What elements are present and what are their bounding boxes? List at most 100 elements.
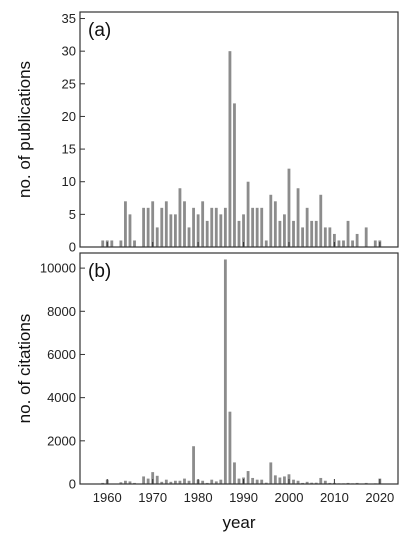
- bar-a-2003: [301, 227, 305, 247]
- bar-a-2010: [332, 233, 336, 247]
- bar-a-2001: [292, 220, 295, 247]
- panel-label-a: (a): [88, 20, 111, 41]
- bar-a-1981: [201, 201, 205, 247]
- bar-b-1996: [269, 462, 273, 484]
- bar-a-1984: [214, 207, 218, 247]
- bar-a-1961: [110, 240, 114, 247]
- x-ticks-a: [106, 242, 381, 247]
- bar-b-1988: [233, 462, 236, 484]
- bar-a-1985: [219, 214, 223, 247]
- bar-a-2019: [373, 240, 377, 247]
- bar-a-1991: [246, 181, 250, 247]
- y-axis-title-b: no. of citations: [15, 314, 34, 424]
- bar-a-2014: [351, 240, 354, 247]
- bar-b-1992: [251, 477, 255, 484]
- bar-a-2006: [314, 220, 318, 247]
- bar-a-1999: [283, 214, 286, 247]
- bar-a-2008: [323, 227, 327, 247]
- bar-a-1975: [173, 214, 177, 247]
- bar-b-1972: [160, 481, 164, 484]
- bar-b-1993: [255, 479, 259, 484]
- bar-b-1976: [178, 480, 182, 484]
- x-ticks-b: 1960 1970 1980 1990 2000 2010 2020: [93, 479, 394, 505]
- y-tick-label-b: 10000: [40, 261, 76, 276]
- y-tick-label-b: 4000: [47, 390, 76, 405]
- bar-a-2004: [305, 207, 309, 247]
- bar-b-1985: [219, 479, 223, 484]
- panel-b: 0 2000 4000 6000 8000 10000 1960 1970 1980 1990 2…: [15, 252, 399, 532]
- bar-b-2004: [305, 481, 309, 484]
- bar-a-1959: [101, 240, 105, 247]
- bar-b-2007: [319, 477, 323, 484]
- bar-b-1979: [192, 446, 195, 484]
- y-tick-label-a: 10: [62, 174, 76, 189]
- bar-a-1968: [142, 207, 146, 247]
- bar-b-1968: [142, 476, 146, 484]
- y-tick-label-b: 6000: [47, 347, 76, 362]
- bar-b-1995: [264, 482, 268, 484]
- bar-a-1998: [278, 220, 282, 247]
- bar-a-1996: [269, 194, 273, 247]
- x-axis-title: year: [222, 513, 255, 532]
- bars-b: [101, 259, 382, 484]
- bar-a-2011: [337, 240, 341, 247]
- y-tick-label-b: 8000: [47, 304, 76, 319]
- bar-a-1986: [223, 207, 227, 247]
- plot-frame-b: [79, 252, 399, 485]
- x-tick-label: 1960: [93, 490, 122, 505]
- bar-b-1977: [183, 478, 186, 484]
- y-tick-label-a: 35: [62, 11, 76, 26]
- bar-b-1983: [210, 479, 214, 484]
- bar-b-1987: [228, 411, 232, 484]
- bar-a-1993: [255, 207, 259, 247]
- bar-b-1991: [246, 471, 250, 484]
- bar-a-2000: [287, 168, 291, 247]
- y-tick-label-b: 0: [69, 477, 76, 492]
- bar-a-1987: [228, 51, 232, 247]
- bar-b-1975: [173, 480, 177, 484]
- x-tick-label: 1980: [184, 490, 213, 505]
- bar-a-1983: [210, 207, 214, 247]
- bar-b-1969: [146, 478, 150, 484]
- x-tick-label: 1990: [229, 490, 258, 505]
- bar-b-1964: [124, 480, 127, 484]
- bar-a-1978: [187, 227, 191, 247]
- bar-a-1982: [205, 220, 209, 247]
- bar-b-1981: [201, 480, 205, 484]
- x-tick-label: 2020: [365, 490, 394, 505]
- x-tick-label: 1970: [138, 490, 167, 505]
- bar-b-2002: [296, 480, 300, 484]
- bar-a-1990: [242, 214, 245, 247]
- bar-a-2007: [319, 194, 323, 247]
- bar-a-2005: [310, 220, 314, 247]
- bar-a-2015: [355, 233, 359, 247]
- bar-b-2005: [310, 482, 314, 484]
- y-axis-title-a: no. of publications: [15, 61, 34, 198]
- bar-b-1974: [169, 481, 173, 484]
- bar-a-1969: [146, 207, 150, 247]
- bar-a-1977: [183, 201, 186, 247]
- bar-b-2001: [292, 479, 295, 484]
- bar-b-1971: [155, 475, 159, 484]
- bar-b-1984: [214, 481, 218, 484]
- panel-a: 0 5 10 15 20 25 30 35 (a) no. of publications: [15, 11, 399, 255]
- bar-b-2008: [323, 480, 327, 484]
- y-tick-label-a: 30: [62, 44, 76, 59]
- bar-a-1965: [128, 214, 132, 247]
- bar-a-1973: [164, 201, 168, 247]
- bar-b-1997: [273, 475, 277, 484]
- bar-b-1965: [128, 481, 132, 484]
- bar-a-1966: [133, 240, 136, 247]
- bar-a-2017: [364, 227, 368, 247]
- bar-a-1964: [124, 201, 127, 247]
- bar-a-2012: [342, 240, 345, 247]
- plot-frame-a: [79, 11, 399, 248]
- bar-b-1986: [223, 259, 227, 484]
- bar-b-1989: [237, 478, 241, 484]
- bar-a-1994: [260, 207, 264, 247]
- bar-b-1963: [119, 482, 123, 484]
- bar-b-1973: [164, 479, 168, 484]
- y-tick-label-a: 15: [62, 142, 76, 157]
- x-tick-label: 2000: [275, 490, 304, 505]
- bar-a-1971: [155, 227, 159, 247]
